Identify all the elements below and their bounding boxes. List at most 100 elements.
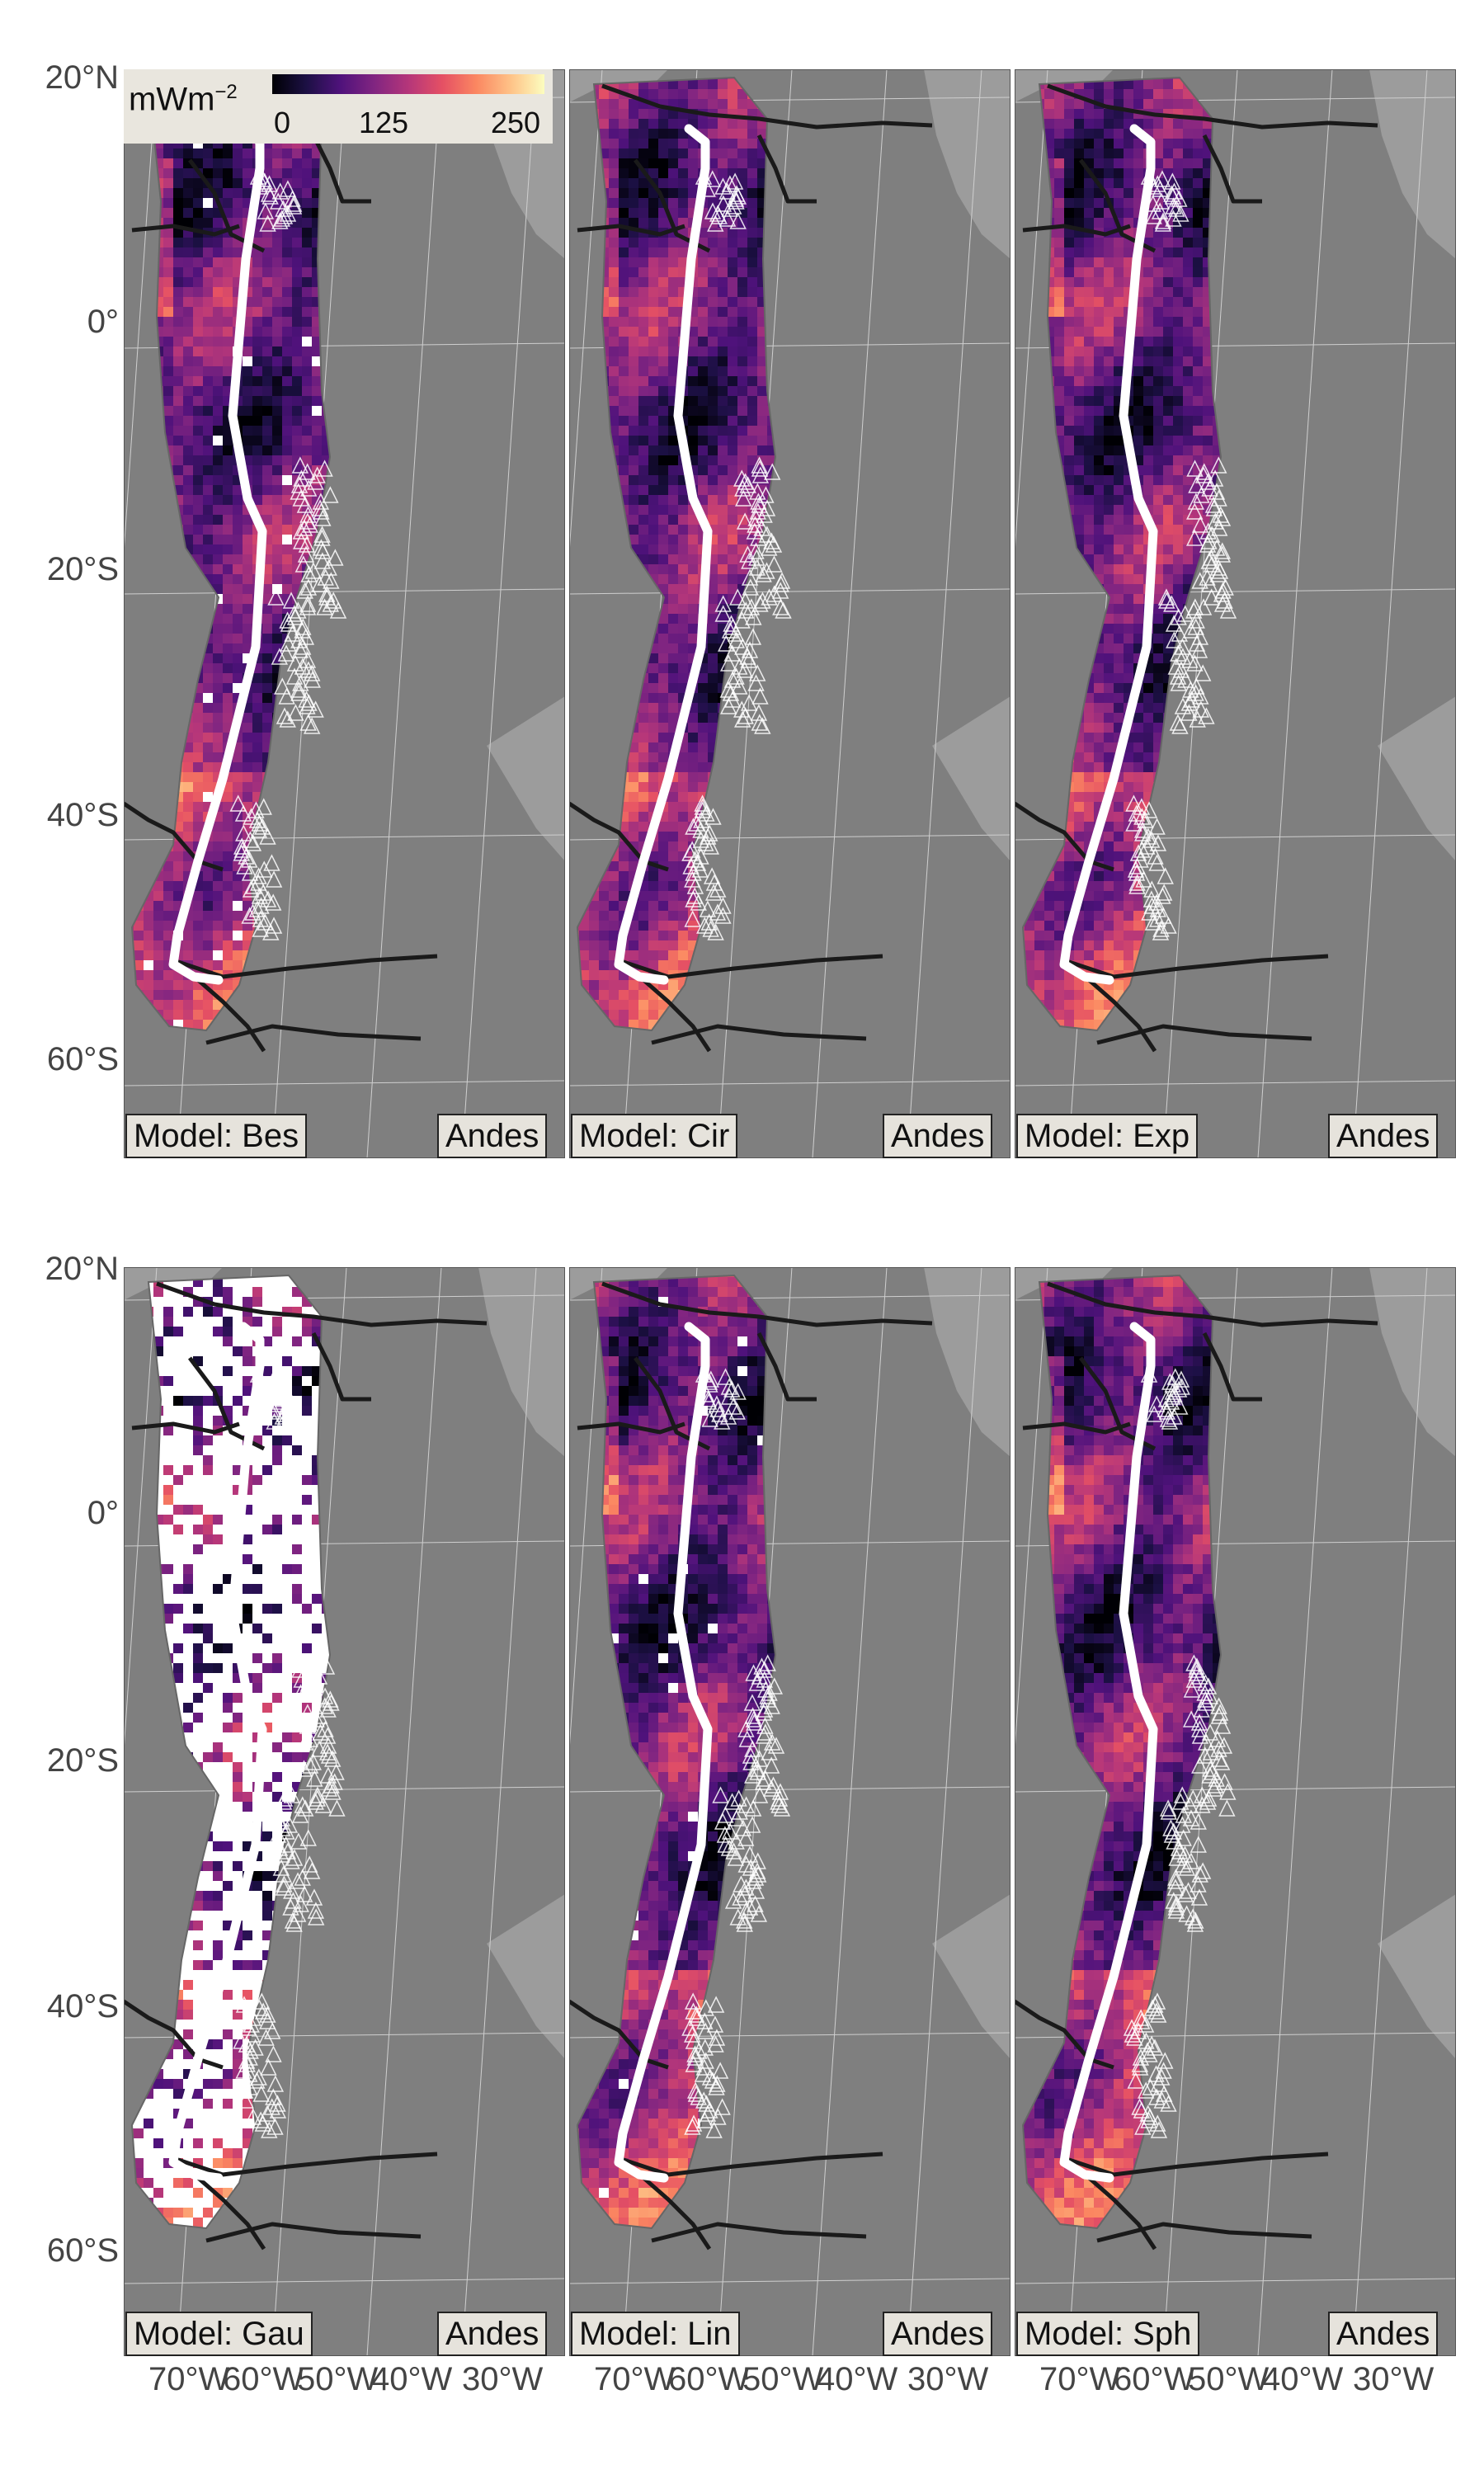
grid-cell [619,188,629,199]
grid-cell [233,544,243,555]
volcano-icon [257,202,275,219]
grid-cell [609,327,620,337]
grid-cell [223,327,233,337]
grid-cell [302,327,313,337]
grid-cell [718,356,728,367]
grid-cell [658,406,669,417]
grid-cell [648,277,659,288]
grid-cell [767,445,775,456]
grid-cell [629,802,639,813]
volcano-icon [761,539,778,556]
grid-cell [638,901,649,912]
grid-cell [213,445,224,456]
volcano-icon [285,667,304,685]
grid-cell [302,416,313,427]
grid-cell [223,535,233,545]
grid-cell [272,317,283,328]
grid-cell [292,287,303,298]
grid-cell [213,832,224,842]
volcano-icon [714,605,732,622]
volcano-icon [327,549,344,566]
grid-cell [292,178,303,189]
grid-cell [658,436,669,446]
grid-cell [688,535,699,545]
grid-cell [648,891,659,902]
grid-cell [213,950,224,961]
volcano-icon [299,595,317,612]
grid-cell [708,386,718,397]
grid-cell [678,208,689,219]
grid-cell [173,366,184,377]
grid-cell [648,940,659,951]
grid-cell [668,287,679,298]
grid-cell [698,713,709,724]
grid-cell [668,188,679,199]
grid-cell [668,238,679,248]
grid-cell [629,950,639,961]
grid-cell [1163,129,1174,139]
grid-cell [183,247,194,258]
grid-cell [619,356,629,367]
grid-cell [737,99,748,110]
grid-cell [302,436,313,446]
grid-cell [638,337,649,347]
grid-cell [272,178,283,189]
grid-cell [668,505,679,516]
grid-cell [163,871,174,882]
grid-cell [272,535,283,545]
grid-cell [629,109,639,120]
grid-cell [1124,168,1134,179]
grid-cell [579,940,590,951]
grid-cell [163,346,174,357]
grid-cell [619,337,629,347]
grid-cell [223,366,233,377]
grid-cell [1094,119,1105,130]
volcano-icon [290,684,308,701]
grid-cell [282,158,293,169]
grid-cell [213,465,224,476]
grid-cell [648,851,659,862]
grid-cell [282,594,293,605]
grid-cell [163,158,174,169]
grid-cell [1104,89,1114,100]
grid-cell [243,584,253,595]
grid-cell [658,891,669,902]
grid-cell [648,525,659,535]
grid-cell [648,238,659,248]
grid-cell [262,287,273,298]
grid-cell [619,257,629,268]
grid-cell [282,495,293,506]
volcano-icon [307,700,324,718]
grid-cell [203,535,214,545]
grid-cell [173,158,184,169]
grid-cell [747,208,758,219]
grid-cell [213,297,224,308]
grid-cell [203,871,214,882]
grid-cell [638,386,649,397]
grid-cell [668,178,679,189]
grid-cell [252,267,263,278]
grid-cell [688,445,699,456]
grid-cell [658,634,669,644]
grid-cell [718,139,728,149]
grid-cell [609,109,620,120]
grid-cell [223,832,233,842]
grid-cell [658,396,669,407]
grid-cell [282,396,293,407]
map-panel-cir [569,69,1011,1158]
grid-cell [302,208,313,219]
grid-cell [678,673,689,684]
grid-cell [757,356,768,367]
grid-cell [282,168,293,179]
grid-cell [648,653,659,664]
grid-cell [668,792,679,803]
grid-cell [272,346,283,357]
grid-cell [193,723,204,733]
grid-cell [292,356,303,367]
grid-cell [203,406,214,417]
grid-cell [223,663,233,674]
volcano-icon [758,562,775,579]
grid-cell [629,822,639,832]
grid-cell [223,198,233,209]
grid-cell [262,693,273,704]
